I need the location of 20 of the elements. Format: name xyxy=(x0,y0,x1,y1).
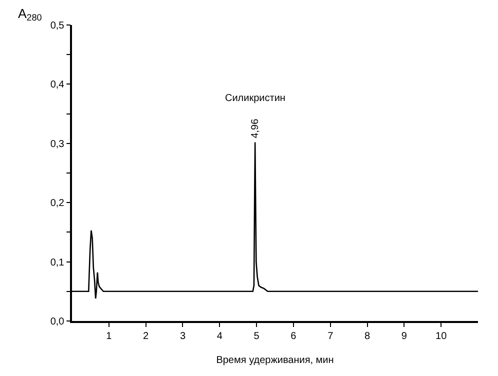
x-tick-label: 3 xyxy=(180,330,186,342)
x-tick-label: 7 xyxy=(328,330,334,342)
y-tick-label: 0,5 xyxy=(50,20,65,32)
x-tick-label: 5 xyxy=(254,330,260,342)
annotation: 4,96 xyxy=(250,118,261,138)
y-tick-label: 0,1 xyxy=(50,257,65,268)
x-tick-label: 10 xyxy=(436,330,448,342)
y-tick-label: 0,0 xyxy=(50,316,65,328)
annotation: Силикристин xyxy=(225,93,286,104)
x-tick-label: 4 xyxy=(216,330,223,342)
y-axis-title: A$_{280}$ xyxy=(18,6,42,23)
x-tick-label: 6 xyxy=(290,330,297,342)
x-tick-label: 1 xyxy=(106,330,112,342)
y-tick-label: 0,3 xyxy=(50,138,65,150)
x-axis-title: Время удерживания, мин xyxy=(216,354,334,366)
x-tick-label: 9 xyxy=(401,330,408,342)
x-tick-label: 2 xyxy=(143,330,150,342)
x-tick-label: 8 xyxy=(364,330,370,342)
y-tick-label: 0,4 xyxy=(50,80,65,91)
y-tick-label: 0,2 xyxy=(50,198,65,210)
